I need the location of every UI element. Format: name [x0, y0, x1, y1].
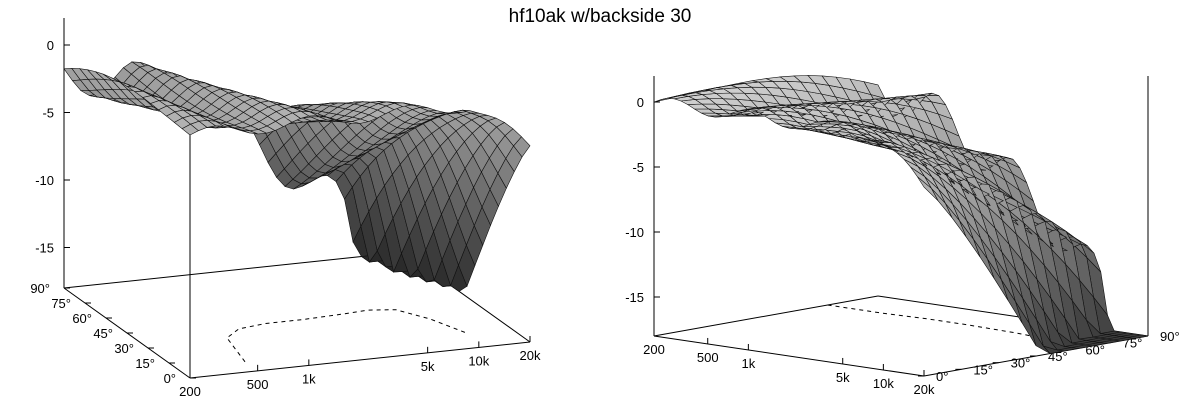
freq-tick-label-5: 20k [520, 348, 541, 363]
surface-mesh [653, 75, 1149, 354]
surface-cell [513, 136, 531, 158]
z-tick-label-1: -5 [632, 160, 644, 175]
z-tick-label-3: -15 [625, 290, 644, 305]
z-tick-label-0: 0 [47, 38, 54, 53]
freq-tick-label-0: 200 [643, 342, 665, 357]
angle-tick-label-5: 75° [51, 296, 71, 311]
freq-tick-label-5: 20k [914, 382, 935, 397]
z-tick-label-1: -5 [42, 106, 54, 121]
z-tick-label-2: -10 [35, 173, 54, 188]
angle-tick-label-1: 15° [973, 362, 993, 377]
angle-tick-label-4: 60° [72, 311, 92, 326]
z-tick-label-2: -10 [625, 225, 644, 240]
freq-axis-line [189, 341, 531, 379]
dashed-curve [226, 309, 468, 363]
freq-tick-label-1: 500 [247, 377, 269, 392]
angle-axis-line [653, 295, 879, 337]
angle-tick-label-2: 30° [1011, 356, 1031, 371]
freq-tick-label-4: 10k [468, 353, 489, 368]
freq-tick-label-2: 1k [741, 356, 755, 371]
surface-mesh [63, 61, 531, 292]
axes: 0 -5 -10 -15 200 500 1k 5k 10k 20k 0° 15°30°45°60°7… [30, 18, 541, 399]
freq-tick-label-0: 200 [179, 384, 201, 399]
angle-tick-label-1: 15° [135, 356, 155, 371]
angle-tick-label-0: 0° [936, 369, 948, 384]
back-floor-line [63, 251, 405, 289]
angle-tick-label-0: 0° [164, 371, 176, 386]
freq-axis-line [653, 335, 925, 377]
chart-title: hf10ak w/backside 30 [508, 6, 692, 27]
angle-tick-label-6: 90° [1160, 329, 1180, 344]
freq-tick-label-3: 5k [421, 359, 435, 374]
angle-tick-label-2: 30° [114, 341, 134, 356]
freq-tick-label-2: 1k [302, 371, 316, 386]
surface-cell [653, 96, 675, 103]
freq-tick-label-3: 5k [836, 370, 850, 385]
z-tick-label-3: -15 [35, 241, 54, 256]
angle-tick-label-6: 90° [30, 281, 50, 296]
left-surface-chart: 0 -5 -10 -15 200 500 1k 5k 10k 20k 0° 15°30°45°60°7… [30, 18, 541, 399]
freq-tick-label-4: 10k [873, 376, 894, 391]
freq-tick-label-1: 500 [697, 350, 719, 365]
angle-tick-label-3: 45° [93, 326, 113, 341]
z-tick-label-0: 0 [637, 95, 644, 110]
